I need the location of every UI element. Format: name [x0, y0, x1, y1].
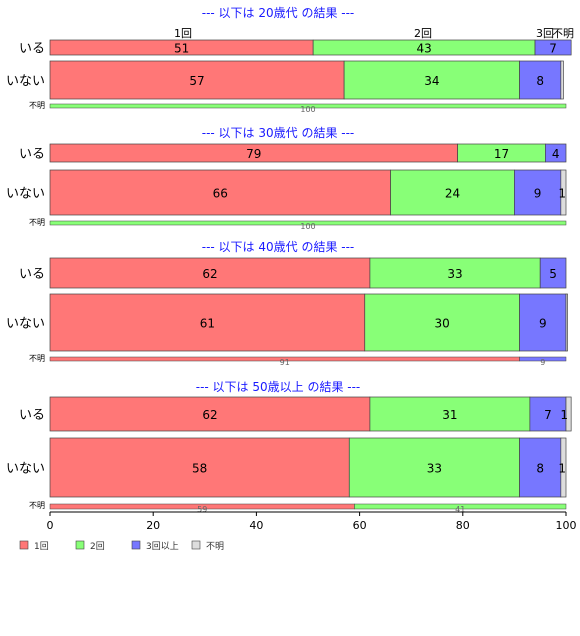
data-label: 91	[280, 358, 290, 367]
bar-segment	[534, 39, 572, 56]
category-label: いる	[19, 147, 45, 162]
data-label: 100	[300, 222, 315, 231]
data-label: 1	[558, 462, 566, 476]
data-label: 5	[549, 267, 557, 281]
data-label: 9	[539, 317, 547, 331]
data-label: 30	[435, 317, 450, 331]
bar-segment	[390, 169, 515, 216]
bar-segment	[49, 437, 350, 498]
bar-segment	[364, 293, 520, 352]
category-label: 不明	[29, 218, 45, 227]
bar-segment	[519, 356, 567, 362]
bar-segment	[545, 143, 567, 163]
column-header-label: 2回	[414, 27, 432, 40]
category-label: 不明	[29, 101, 45, 110]
data-label: 4	[552, 147, 560, 161]
category-label: いる	[19, 42, 45, 57]
data-label: 8	[536, 462, 544, 476]
bar-segment	[369, 257, 541, 289]
data-label: 7	[549, 42, 557, 56]
category-label: いる	[19, 408, 45, 423]
legend-swatch	[131, 540, 141, 550]
data-label: 61	[200, 317, 215, 331]
category-label: 不明	[29, 354, 45, 363]
data-label: 34	[424, 74, 439, 88]
data-label: 79	[246, 147, 261, 161]
data-label: 41	[455, 505, 465, 514]
category-label: いない	[6, 462, 45, 477]
bar-segment	[49, 60, 345, 100]
bar-segment	[49, 257, 371, 289]
bar-segment	[519, 293, 567, 352]
x-tick-label: 80	[456, 519, 470, 532]
data-label: 43	[416, 42, 431, 56]
legend-swatch	[191, 540, 201, 550]
data-label: 24	[445, 187, 460, 201]
data-label: 33	[427, 462, 442, 476]
group-title: --- 以下は 40歳代 の結果 ---	[202, 240, 355, 254]
data-label: 59	[197, 505, 207, 514]
data-label: 9	[540, 358, 545, 367]
data-label: 62	[202, 408, 217, 422]
x-tick-label: 0	[47, 519, 54, 532]
x-tick-label: 100	[556, 519, 577, 532]
group-title: --- 以下は 30歳代 の結果 ---	[202, 126, 355, 140]
bar-segment	[354, 503, 567, 510]
column-header-label: 不明	[552, 27, 574, 40]
data-label: 8	[536, 74, 544, 88]
category-label: いない	[6, 317, 45, 332]
column-header-label: 1回	[174, 27, 192, 40]
data-label: 1	[560, 408, 568, 422]
legend-label: 2回	[90, 541, 105, 552]
bar-segment	[49, 220, 567, 226]
bar-segment	[565, 396, 572, 432]
group-title: --- 以下は 20歳代 の結果 ---	[202, 6, 355, 20]
x-tick-label: 20	[146, 519, 160, 532]
data-label: 31	[442, 408, 457, 422]
data-label: 17	[494, 147, 509, 161]
bar-segment	[348, 437, 520, 498]
x-tick-label: 40	[249, 519, 263, 532]
data-label: 66	[213, 187, 228, 201]
category-label: いない	[6, 187, 45, 202]
bar-segment	[49, 103, 567, 109]
legend-swatch	[75, 540, 85, 550]
bar-segment	[560, 60, 564, 100]
data-label: 58	[192, 462, 207, 476]
group-title: --- 以下は 50歳以上 の結果 ---	[196, 380, 361, 394]
legend-label: 不明	[206, 541, 224, 552]
category-label: いない	[6, 74, 45, 89]
bar-segment	[343, 60, 520, 100]
bar-segment	[514, 169, 562, 216]
data-label: 1	[558, 187, 566, 201]
data-label: 100	[300, 105, 315, 114]
category-label: 不明	[29, 501, 45, 510]
data-label: 9	[534, 187, 542, 201]
legend-swatch	[19, 540, 29, 550]
data-label: 51	[174, 42, 189, 56]
bar-segment	[560, 437, 567, 498]
category-label: いる	[19, 267, 45, 282]
data-label: 62	[202, 267, 217, 281]
bar-segment	[49, 293, 366, 352]
bar-segment	[539, 257, 567, 289]
data-label: 33	[447, 267, 462, 281]
legend-label: 1回	[34, 541, 49, 552]
x-tick-label: 60	[353, 519, 367, 532]
bar-segment	[529, 396, 567, 432]
legend-label: 3回以上	[146, 541, 179, 552]
bar-segment	[519, 437, 562, 498]
bar-segment	[565, 293, 568, 352]
bar-segment	[369, 396, 531, 432]
data-label: 57	[189, 74, 204, 88]
data-label: 7	[544, 408, 552, 422]
bar-segment	[560, 169, 567, 216]
column-header-label: 3回	[536, 27, 554, 40]
